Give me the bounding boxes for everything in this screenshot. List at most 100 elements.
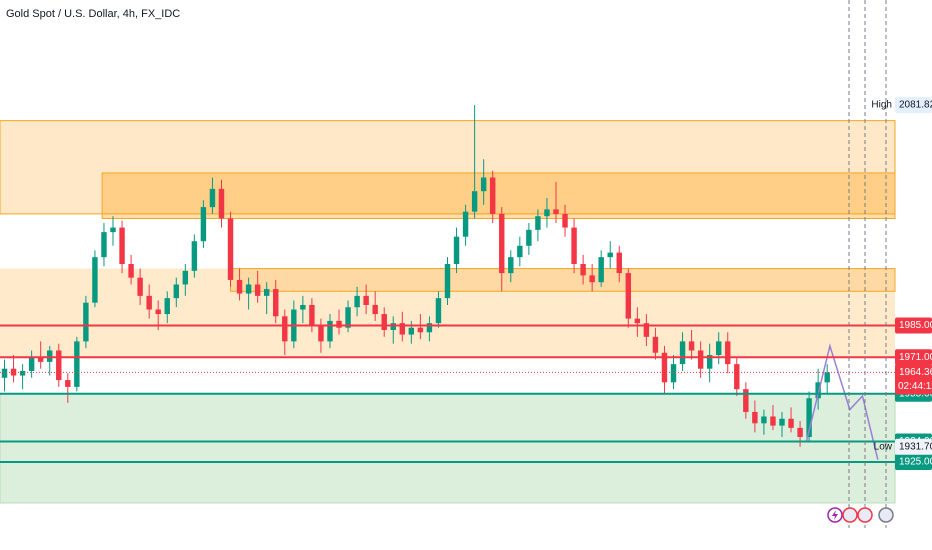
last-price-label: 1964.36	[899, 367, 932, 378]
low-label: 1931.70	[899, 441, 932, 452]
candle-body	[598, 257, 604, 283]
candle-body	[37, 357, 44, 362]
candle-body	[444, 264, 451, 299]
candle-body	[580, 264, 586, 276]
candle-body	[309, 304, 315, 326]
candle-body	[589, 275, 595, 283]
price-label: 1985.00	[899, 320, 932, 331]
candle-body	[245, 284, 252, 294]
candle-body	[173, 284, 179, 299]
candle-body	[74, 341, 80, 387]
candle-body	[706, 355, 713, 369]
candle-body	[254, 284, 261, 296]
candle-body	[770, 416, 776, 426]
candle-body	[697, 350, 704, 369]
candle-body	[643, 323, 650, 337]
candle-body	[725, 341, 731, 365]
price-label-box	[895, 454, 932, 470]
candle-body	[562, 213, 568, 228]
candle-body	[752, 411, 758, 424]
candle-body	[670, 364, 677, 383]
candle-body	[110, 227, 116, 233]
candle-body	[471, 191, 478, 212]
candle-body	[679, 341, 686, 365]
candle-body	[625, 273, 632, 319]
candle-body	[92, 257, 98, 303]
candle-body	[390, 323, 396, 330]
candle-body	[65, 380, 71, 387]
event-icon[interactable]	[842, 507, 858, 523]
candle-body	[797, 427, 803, 437]
candle-body	[734, 364, 740, 390]
candle-body	[489, 177, 496, 214]
candle-body	[544, 209, 550, 217]
candle-body	[47, 350, 53, 362]
low-box	[895, 438, 932, 455]
candle-body	[327, 320, 333, 342]
overlay	[0, 324, 895, 463]
candle-body	[119, 227, 125, 264]
candle-body	[101, 232, 107, 258]
zone	[0, 393, 896, 504]
event-icon-glyph	[832, 510, 838, 520]
candle-body	[480, 177, 487, 192]
price-label-box	[895, 317, 932, 334]
candle-body	[508, 257, 514, 274]
zones	[0, 120, 896, 504]
price-label: 1971.00	[899, 352, 932, 363]
price-label: 1925.00	[899, 457, 932, 468]
candle-body	[399, 323, 406, 335]
candle-body	[218, 188, 225, 219]
candle-body	[137, 277, 143, 296]
candle-body	[372, 304, 378, 315]
candle-body	[462, 211, 469, 237]
zone	[101, 172, 896, 219]
candle-body	[354, 295, 360, 308]
event-icon[interactable]	[857, 507, 873, 523]
candle-body	[146, 295, 152, 310]
candle-body	[806, 398, 812, 437]
candle-body	[435, 298, 442, 324]
candles	[1, 105, 830, 447]
candle-body	[417, 327, 424, 333]
candle-body	[408, 327, 415, 335]
candle-body	[616, 252, 622, 274]
candle-body	[227, 218, 234, 280]
low-tag: Low	[874, 441, 893, 452]
candle-body	[164, 298, 170, 315]
candle-body	[19, 370, 26, 376]
countdown-label: 02:44:12	[898, 381, 932, 392]
candle-body	[815, 382, 821, 399]
candle-body	[263, 289, 270, 296]
candle-body	[661, 352, 668, 383]
candle-body	[182, 270, 189, 285]
projection-path	[805, 343, 879, 460]
candle-body	[282, 316, 288, 342]
candle-body	[743, 389, 749, 412]
chart-title: Gold Spot / U.S. Dollar, 4h, FX_IDC	[6, 8, 180, 20]
candle-body	[526, 229, 532, 246]
candle-body	[788, 418, 794, 428]
candle-body	[10, 368, 17, 376]
candle-body	[553, 209, 559, 214]
last-price-box	[895, 364, 932, 395]
zone	[0, 120, 896, 215]
candle-body	[607, 252, 613, 258]
candle-body	[453, 236, 460, 264]
candle-body	[236, 279, 243, 294]
candle-body	[824, 372, 830, 383]
candle-body	[688, 341, 695, 351]
candle-body	[83, 302, 89, 342]
candle-body	[652, 336, 659, 353]
candle-body	[28, 357, 35, 371]
candle-body	[535, 216, 541, 230]
event-icon[interactable]	[878, 507, 894, 523]
candle-body	[56, 350, 62, 381]
candle-body	[336, 320, 342, 328]
zone	[230, 268, 896, 292]
candle-body	[363, 295, 369, 305]
candle-body	[209, 188, 216, 208]
candle-body	[517, 245, 523, 258]
